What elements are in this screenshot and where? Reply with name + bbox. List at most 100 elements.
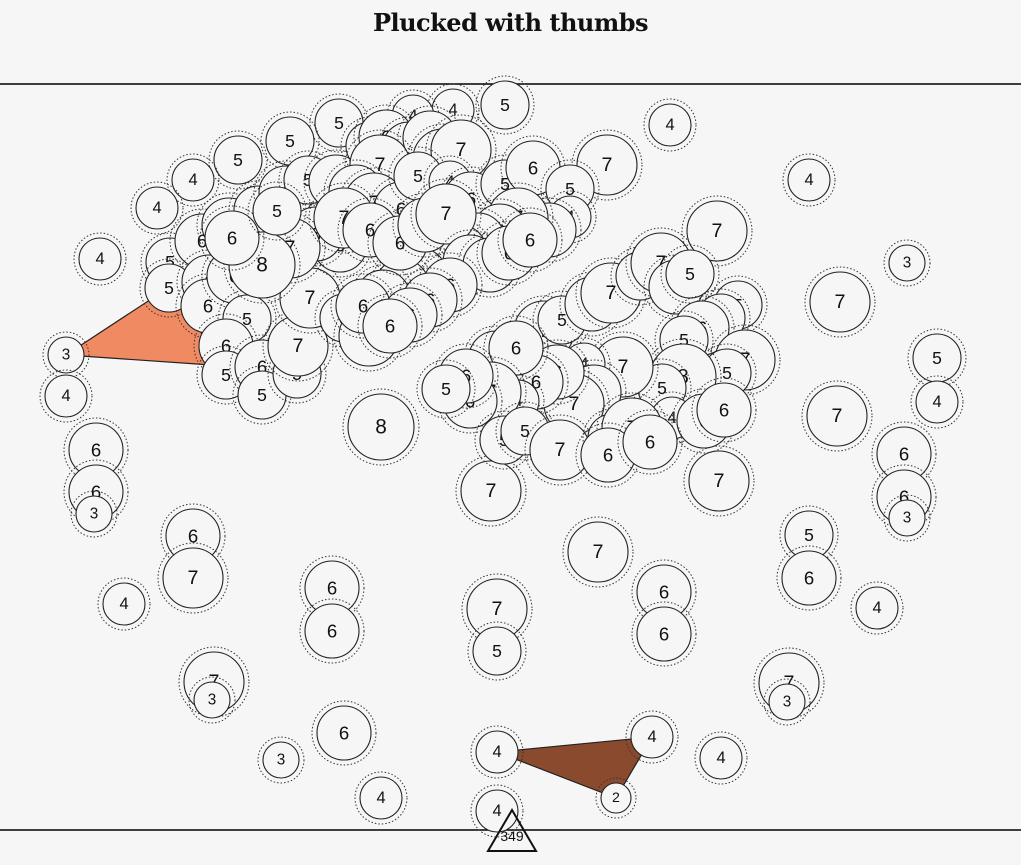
- node-halo: [410, 178, 482, 250]
- node-label: 4: [667, 409, 676, 427]
- node-halo: [157, 542, 229, 614]
- node: 4: [354, 771, 408, 825]
- node-halo: [342, 388, 420, 466]
- node-label: 5: [233, 150, 243, 170]
- node: 6: [617, 409, 683, 475]
- node-label: 7: [784, 672, 795, 694]
- node-label: 4: [188, 171, 197, 189]
- node-label: 7: [188, 567, 199, 589]
- node-label: 6: [358, 296, 368, 317]
- node-halo: [516, 197, 582, 263]
- node-halo: [257, 736, 305, 784]
- node-halo: [461, 573, 533, 645]
- node-label: 6: [396, 199, 406, 220]
- node-halo: [910, 375, 964, 429]
- node-label: 8: [375, 416, 387, 439]
- node-halo: [562, 516, 634, 588]
- node-halo: [643, 98, 697, 152]
- node-label: 5: [221, 365, 231, 385]
- node-label: 5: [272, 201, 282, 221]
- node-halo: [524, 339, 590, 405]
- node-circle: [262, 741, 300, 779]
- node-label: 5: [685, 264, 695, 284]
- node-halo: [753, 647, 825, 719]
- node-halo: [625, 710, 679, 764]
- node-circle: [44, 374, 88, 418]
- node-circle: [162, 547, 224, 609]
- node-circle: [622, 414, 678, 470]
- node-circle: [699, 736, 743, 780]
- node-halo: [632, 358, 692, 418]
- node-halo: [763, 678, 811, 726]
- node: 7: [804, 266, 876, 338]
- node-label: 4: [492, 802, 501, 820]
- node-label: 7: [602, 154, 613, 176]
- node-label: 2: [612, 790, 620, 806]
- node: 4: [850, 581, 904, 635]
- node-circle: [316, 705, 372, 761]
- node-label: 4: [408, 107, 417, 125]
- node: 4: [73, 232, 127, 286]
- node-halo: [357, 293, 423, 359]
- node-label: 5: [500, 95, 510, 115]
- node-halo: [883, 239, 931, 287]
- node-label: 6: [395, 233, 405, 254]
- node-label: 5: [500, 174, 510, 194]
- node-halo: [691, 377, 757, 443]
- node-label: 6: [257, 357, 267, 378]
- node: 7: [157, 542, 229, 614]
- node-label: 3: [903, 255, 912, 272]
- node-circle: [787, 158, 831, 202]
- node: 3: [188, 676, 236, 724]
- node: 7: [410, 178, 482, 250]
- node-label: 7: [441, 203, 452, 225]
- node-label: 6: [188, 526, 198, 547]
- node-halo: [470, 784, 524, 838]
- node-label: 7: [835, 291, 846, 313]
- node-halo: [540, 159, 600, 219]
- node-circle: [252, 186, 302, 236]
- node-halo: [801, 380, 873, 452]
- node-label: 3: [62, 347, 71, 364]
- node-circle: [475, 730, 519, 774]
- node-halo: [907, 328, 967, 388]
- node-label: 7: [305, 287, 316, 309]
- node-label: 4: [152, 199, 161, 217]
- node-label: 6: [327, 621, 337, 642]
- node-label: 3: [90, 506, 99, 523]
- node-label: 5: [242, 309, 252, 329]
- node-circle: [359, 776, 403, 820]
- node-label: 4: [804, 171, 813, 189]
- node-halo: [260, 111, 320, 171]
- node-halo: [433, 343, 499, 409]
- node-label: 3: [208, 692, 217, 709]
- node: 3: [883, 239, 931, 287]
- node-label: 5: [557, 310, 567, 330]
- node-circle: [102, 582, 146, 626]
- node-circle: [768, 683, 806, 721]
- node-label: 8: [256, 254, 268, 277]
- node-circle: [686, 200, 748, 262]
- node-label: 5: [164, 278, 174, 298]
- node: 4: [166, 153, 220, 207]
- node: 3: [883, 494, 931, 542]
- node: 4: [130, 181, 184, 235]
- node-label: 3: [277, 752, 286, 769]
- node-circle: [304, 603, 360, 659]
- node: 3: [70, 490, 118, 538]
- node: 7: [455, 455, 527, 527]
- node-circle: [696, 382, 752, 438]
- node-halo: [883, 494, 931, 542]
- node: 6: [357, 293, 423, 359]
- node-halo: [199, 205, 265, 271]
- node-label: 4: [448, 101, 457, 119]
- node-circle: [915, 380, 959, 424]
- node-circle: [475, 789, 519, 833]
- node-label: 5: [492, 641, 502, 661]
- node-halo: [130, 181, 184, 235]
- node-label: 5: [334, 113, 344, 133]
- node-label: 4: [932, 393, 941, 411]
- node-halo: [694, 731, 748, 785]
